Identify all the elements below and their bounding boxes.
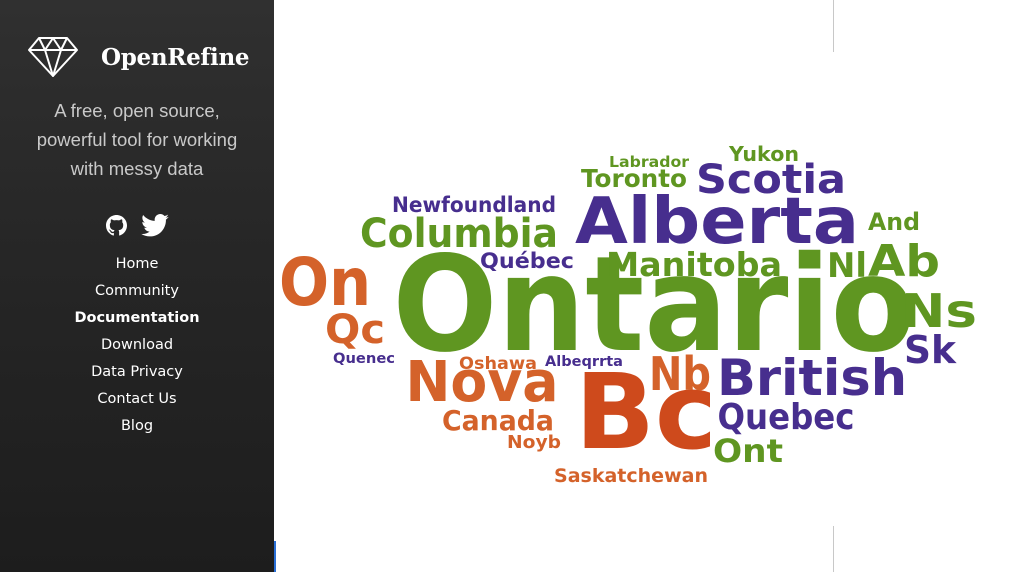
diamond-icon xyxy=(27,36,79,78)
word-nb: Nb xyxy=(649,347,711,401)
sidebar-nav: Home Community Documentation Download Da… xyxy=(0,253,274,442)
word-qc: Qc xyxy=(325,307,385,353)
word-oshawa: Oshawa xyxy=(459,354,537,374)
word-sk: Sk xyxy=(904,328,957,372)
word-canada: Canada xyxy=(442,404,554,437)
tagline-line: A free, open source, xyxy=(54,100,220,121)
word-ontario: Ontario xyxy=(393,228,916,382)
word-ab: Ab xyxy=(868,236,940,287)
word-quebec-accent: Québec xyxy=(480,249,574,273)
nav-item-community[interactable]: Community xyxy=(95,283,179,299)
brand-name: OpenRefine xyxy=(101,43,250,71)
nav-item-blog[interactable]: Blog xyxy=(120,418,154,434)
word-manitoba: Manitoba xyxy=(606,245,782,284)
word-toronto: Toronto xyxy=(581,164,687,193)
word-saskatchewan: Saskatchewan xyxy=(554,465,708,487)
word-columbia: Columbia xyxy=(360,211,558,257)
word-yukon: Yukon xyxy=(728,142,799,166)
twitter-icon[interactable] xyxy=(140,214,169,237)
divider-line xyxy=(833,0,834,52)
nav-item-contact-us[interactable]: Contact Us xyxy=(97,391,177,407)
brand[interactable]: OpenRefine xyxy=(27,36,250,78)
word-ns: Ns xyxy=(901,284,977,338)
word-british: British xyxy=(717,349,907,407)
nav-item-home[interactable]: Home xyxy=(115,256,159,272)
scroll-edge-marker xyxy=(274,541,276,572)
word-alberta: Alberta xyxy=(575,185,859,259)
word-scotia: Scotia xyxy=(696,157,846,203)
word-newfoundland: Newfoundland xyxy=(392,193,556,217)
github-icon[interactable] xyxy=(105,215,127,236)
word-on: On xyxy=(279,244,371,321)
tagline-line: powerful tool for working xyxy=(36,129,238,150)
word-quenec: Quenec xyxy=(333,351,395,367)
tagline: A free, open source, powerful tool for w… xyxy=(0,96,274,183)
sidebar: OpenRefine A free, open source, powerful… xyxy=(0,0,274,572)
tagline-line: with messy data xyxy=(70,158,204,179)
word-bc: Bc xyxy=(575,351,717,473)
divider-line xyxy=(833,526,834,572)
word-albeqrrta: Albeqrrta xyxy=(545,354,623,370)
word-ont: Ont xyxy=(713,432,783,470)
nav-item-download[interactable]: Download xyxy=(100,337,174,353)
nav-item-documentation[interactable]: Documentation xyxy=(74,310,200,326)
word-and: And xyxy=(868,208,920,236)
word-quebec: Quebec xyxy=(718,397,855,438)
nav-item-data-privacy[interactable]: Data Privacy xyxy=(91,364,183,380)
word-labrador: Labrador xyxy=(609,153,690,171)
word-nova: Nova xyxy=(406,350,559,415)
word-noyb: Noyb xyxy=(507,432,561,453)
word-nl: Nl xyxy=(827,246,867,286)
social-links xyxy=(0,214,274,237)
word-cloud-image: Ontario Alberta Bc Nova British Scotia C… xyxy=(279,142,977,487)
